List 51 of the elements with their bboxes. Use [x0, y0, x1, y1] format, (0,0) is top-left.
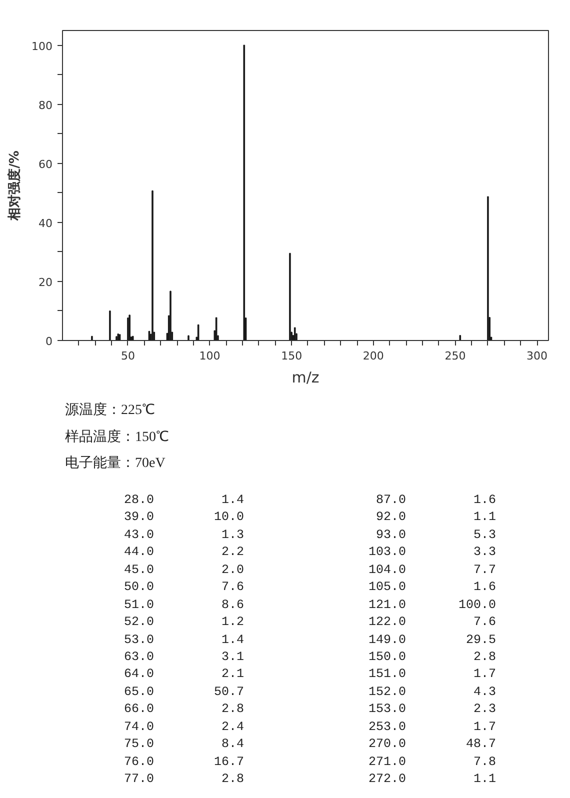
y-axis-title: 相对强度/%: [6, 150, 23, 222]
x-tick-label: 100: [199, 350, 220, 362]
text: 28.0 1.4: [124, 492, 244, 508]
text: 152.0 4.3: [368, 684, 496, 700]
y-tick-label: 80: [38, 98, 53, 112]
y-tick-label: 20: [38, 276, 53, 289]
text: 63.0 3.1: [124, 649, 244, 665]
text: 45.0 2.0: [124, 562, 244, 578]
text: 53.0 1.4: [124, 632, 244, 648]
y-tick-label: 0: [46, 335, 52, 348]
text: 272.0 1.1: [368, 771, 496, 787]
text: 153.0 2.3: [368, 701, 496, 718]
text: 270.0 48.7: [368, 736, 496, 752]
text: 271.0 7.8: [368, 754, 496, 770]
text: 121.0 100.0: [368, 596, 496, 613]
text: 122.0 7.6: [368, 614, 496, 630]
text: 103.0 3.3: [368, 544, 496, 560]
text: 151.0 1.7: [368, 666, 496, 682]
text: 43.0 1.3: [124, 526, 244, 543]
text: 44.0 2.2: [124, 544, 244, 560]
text: 74.0 2.4: [124, 718, 244, 735]
text: 52.0 1.2: [124, 614, 244, 630]
text: 66.0 2.8: [124, 701, 244, 718]
text: 76.0 16.7: [124, 754, 244, 770]
text: 92.0 1.1: [376, 509, 496, 526]
text: 电子能量：70eV: [65, 455, 166, 473]
text: 253.0 1.7: [368, 718, 496, 735]
text: 87.0 1.6: [376, 492, 496, 508]
x-tick-label: 200: [362, 350, 384, 362]
y-tick-label: 40: [38, 216, 53, 230]
text: 149.0 29.5: [368, 632, 496, 648]
text: 150.0 2.8: [368, 649, 496, 665]
text: 50.0 7.6: [124, 579, 244, 596]
text: 39.0 10.0: [124, 509, 244, 526]
text: 样品温度：150℃: [65, 428, 169, 446]
y-tick-label: 100: [32, 40, 53, 53]
text: 65.0 50.7: [124, 684, 244, 700]
x-axis-title: m/z: [292, 368, 320, 386]
x-tick-label: 250: [444, 350, 466, 362]
text: 75.0 8.4: [124, 736, 244, 752]
text: 51.0 8.6: [124, 596, 244, 613]
x-tick-label: 50: [120, 350, 135, 362]
x-tick-label: 300: [526, 350, 548, 362]
text: 104.0 7.7: [368, 562, 496, 578]
text: 105.0 1.6: [368, 579, 496, 596]
text: 源温度：225℃: [65, 402, 155, 420]
text: 64.0 2.1: [124, 666, 244, 682]
y-tick-label: 60: [38, 158, 53, 171]
text: 93.0 5.3: [376, 526, 496, 543]
text: 77.0 2.8: [124, 771, 244, 787]
x-tick-label: 150: [281, 350, 302, 362]
